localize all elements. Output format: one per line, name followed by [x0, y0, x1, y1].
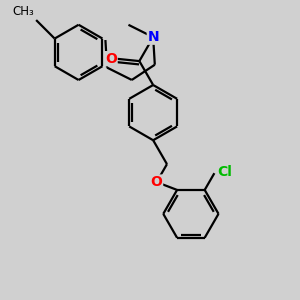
Text: CH₃: CH₃: [13, 5, 34, 18]
Text: O: O: [151, 175, 163, 189]
Text: Cl: Cl: [217, 165, 232, 179]
Text: O: O: [105, 52, 117, 66]
Text: N: N: [147, 30, 159, 44]
